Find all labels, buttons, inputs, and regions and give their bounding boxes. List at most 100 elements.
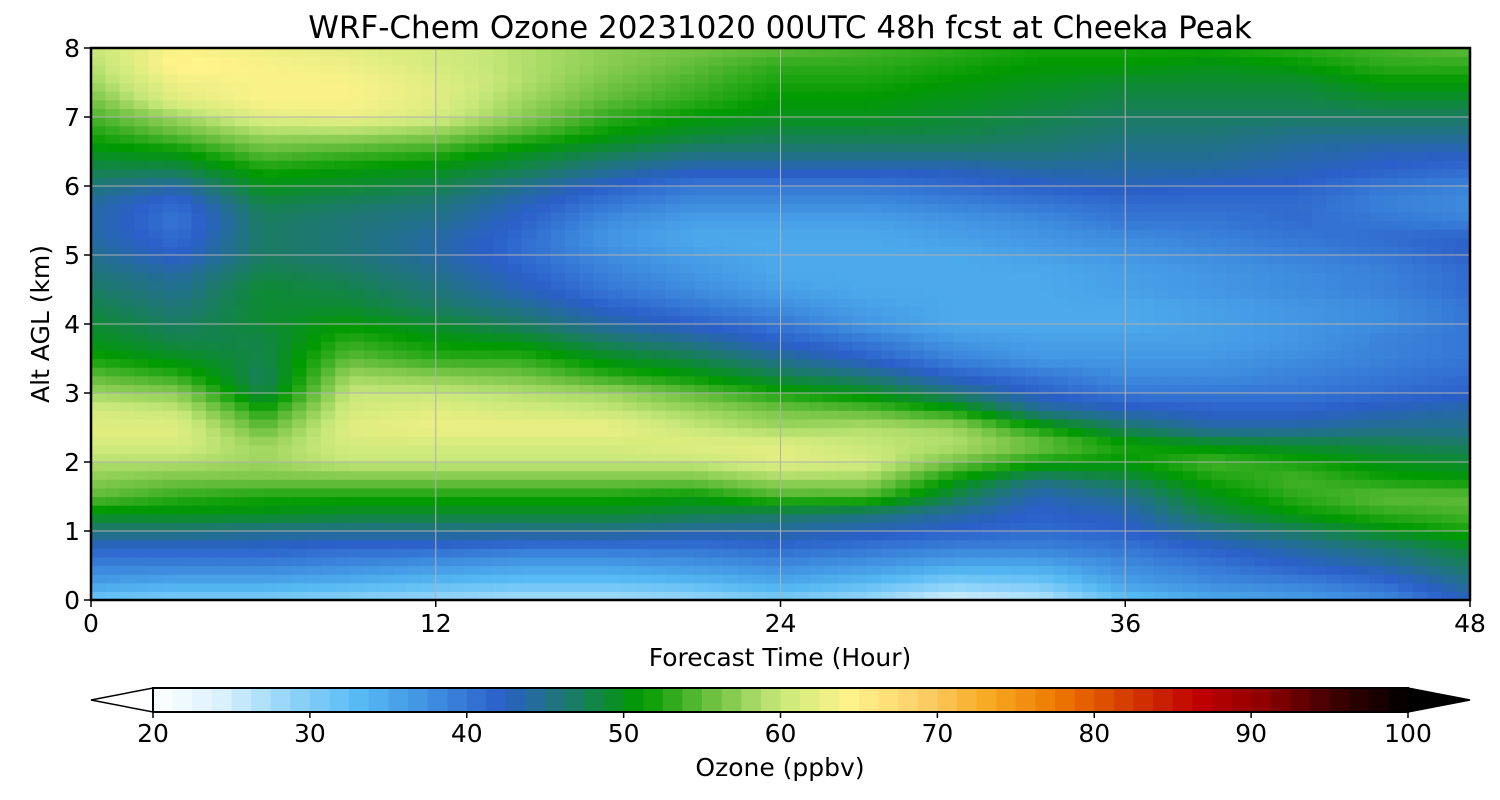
heatmap-cell bbox=[1096, 306, 1112, 316]
heatmap-cell bbox=[335, 427, 351, 437]
heatmap-cell bbox=[177, 341, 193, 351]
heatmap-cell bbox=[1426, 315, 1442, 325]
heatmap-cell bbox=[191, 531, 207, 541]
heatmap-cell bbox=[521, 289, 537, 299]
heatmap-cell bbox=[148, 556, 164, 567]
heatmap-cell bbox=[679, 513, 695, 523]
heatmap-cell bbox=[1197, 591, 1213, 601]
heatmap-cell bbox=[1311, 272, 1327, 282]
heatmap-cell bbox=[407, 565, 422, 575]
heatmap-cell bbox=[837, 522, 853, 532]
heatmap-cell bbox=[119, 349, 135, 360]
heatmap-cell bbox=[105, 401, 121, 411]
heatmap-cell bbox=[1053, 548, 1069, 558]
heatmap-cell bbox=[421, 229, 437, 239]
heatmap-cell bbox=[249, 410, 264, 420]
heatmap-cell bbox=[909, 479, 925, 489]
heatmap-cell bbox=[177, 401, 193, 411]
heatmap-cell bbox=[708, 444, 724, 454]
heatmap-cell bbox=[1182, 177, 1198, 187]
heatmap-cell bbox=[794, 324, 810, 334]
heatmap-cell bbox=[565, 539, 580, 549]
heatmap-cell bbox=[1240, 418, 1256, 429]
heatmap-cell bbox=[780, 375, 796, 385]
heatmap-cell bbox=[435, 298, 451, 308]
heatmap-cell bbox=[450, 427, 466, 437]
heatmap-cell bbox=[349, 393, 365, 403]
heatmap-cell bbox=[565, 479, 580, 489]
heatmap-cell bbox=[981, 522, 997, 532]
heatmap-cell bbox=[651, 427, 667, 437]
heatmap-cell bbox=[249, 418, 264, 429]
heatmap-cell bbox=[1153, 324, 1169, 334]
heatmap-cell bbox=[823, 556, 839, 567]
heatmap-cell bbox=[1153, 358, 1169, 368]
heatmap-cell bbox=[1096, 177, 1112, 187]
heatmap-cell bbox=[1254, 177, 1270, 187]
heatmap-cell bbox=[995, 203, 1011, 213]
heatmap-cell bbox=[1455, 367, 1471, 377]
heatmap-cell bbox=[392, 203, 408, 213]
heatmap-cell bbox=[823, 418, 839, 429]
heatmap-cell bbox=[967, 436, 983, 446]
heatmap-cell bbox=[852, 418, 868, 429]
heatmap-cell bbox=[852, 324, 868, 334]
heatmap-cell bbox=[292, 505, 308, 515]
heatmap-cell bbox=[205, 358, 221, 368]
heatmap-cell bbox=[837, 194, 853, 204]
heatmap-cell bbox=[1369, 367, 1385, 377]
heatmap-cell bbox=[1398, 229, 1414, 239]
heatmap-cell bbox=[1110, 306, 1126, 316]
heatmap-cell bbox=[967, 556, 983, 567]
heatmap-cell bbox=[349, 505, 365, 515]
heatmap-cell bbox=[809, 487, 825, 498]
heatmap-cell bbox=[909, 272, 925, 282]
heatmap-cell bbox=[694, 591, 710, 601]
heatmap-cell bbox=[205, 582, 221, 592]
heatmap-cell bbox=[694, 410, 710, 420]
heatmap-cell bbox=[536, 539, 552, 549]
heatmap-cell bbox=[1455, 246, 1471, 256]
heatmap-cell bbox=[723, 324, 738, 334]
heatmap-cell bbox=[119, 470, 135, 480]
heatmap-cell bbox=[909, 384, 925, 394]
heatmap-cell bbox=[967, 574, 983, 584]
heatmap-cell bbox=[1412, 168, 1428, 178]
heatmap-cell bbox=[1211, 470, 1227, 480]
heatmap-cell bbox=[809, 160, 825, 170]
heatmap-cell bbox=[1383, 479, 1399, 489]
heatmap-cell bbox=[1125, 341, 1141, 351]
heatmap-cell bbox=[1039, 393, 1055, 403]
heatmap-cell bbox=[1125, 315, 1141, 325]
heatmap-cell bbox=[1340, 522, 1356, 532]
heatmap-cell bbox=[1369, 548, 1385, 558]
heatmap-cell bbox=[1340, 186, 1356, 196]
heatmap-cell bbox=[938, 444, 954, 454]
heatmap-cell bbox=[565, 280, 580, 291]
heatmap-cell bbox=[1254, 539, 1270, 549]
heatmap-cell bbox=[967, 289, 983, 299]
heatmap-cell bbox=[1311, 487, 1327, 498]
heatmap-cell bbox=[651, 177, 667, 187]
heatmap-cell bbox=[895, 306, 911, 316]
heatmap-cell bbox=[1240, 565, 1256, 575]
heatmap-cell bbox=[277, 548, 293, 558]
heatmap-cell bbox=[622, 349, 638, 360]
heatmap-cell bbox=[91, 186, 106, 196]
heatmap-cell bbox=[249, 522, 264, 532]
heatmap-cell bbox=[421, 151, 437, 161]
heatmap-cell bbox=[1139, 574, 1155, 584]
heatmap-cell bbox=[392, 332, 408, 342]
heatmap-cell bbox=[1182, 203, 1198, 213]
heatmap-cell bbox=[981, 220, 997, 230]
heatmap-cell bbox=[177, 186, 193, 196]
heatmap-cell bbox=[694, 211, 710, 222]
heatmap-cell bbox=[1268, 513, 1284, 523]
heatmap-cell bbox=[1139, 160, 1155, 170]
heatmap-cell bbox=[421, 263, 437, 273]
heatmap-cell bbox=[363, 548, 379, 558]
heatmap-cell bbox=[837, 298, 853, 308]
heatmap-cell bbox=[837, 479, 853, 489]
heatmap-cell bbox=[1168, 358, 1184, 368]
